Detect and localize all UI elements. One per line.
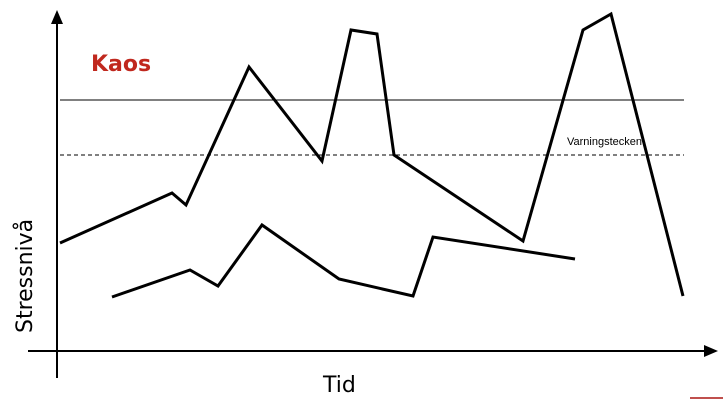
chaos-label: Kaos <box>91 52 151 77</box>
x-axis-label: Tid <box>322 373 356 398</box>
upper-stress-curve <box>59 11 685 297</box>
lower-stress-curve <box>111 222 576 299</box>
warning-label: Varningstecken <box>567 136 642 148</box>
y-axis-arrowhead <box>51 10 63 24</box>
x-axis-arrowhead <box>704 345 718 357</box>
y-axis-label: Stressnivå <box>12 219 38 333</box>
